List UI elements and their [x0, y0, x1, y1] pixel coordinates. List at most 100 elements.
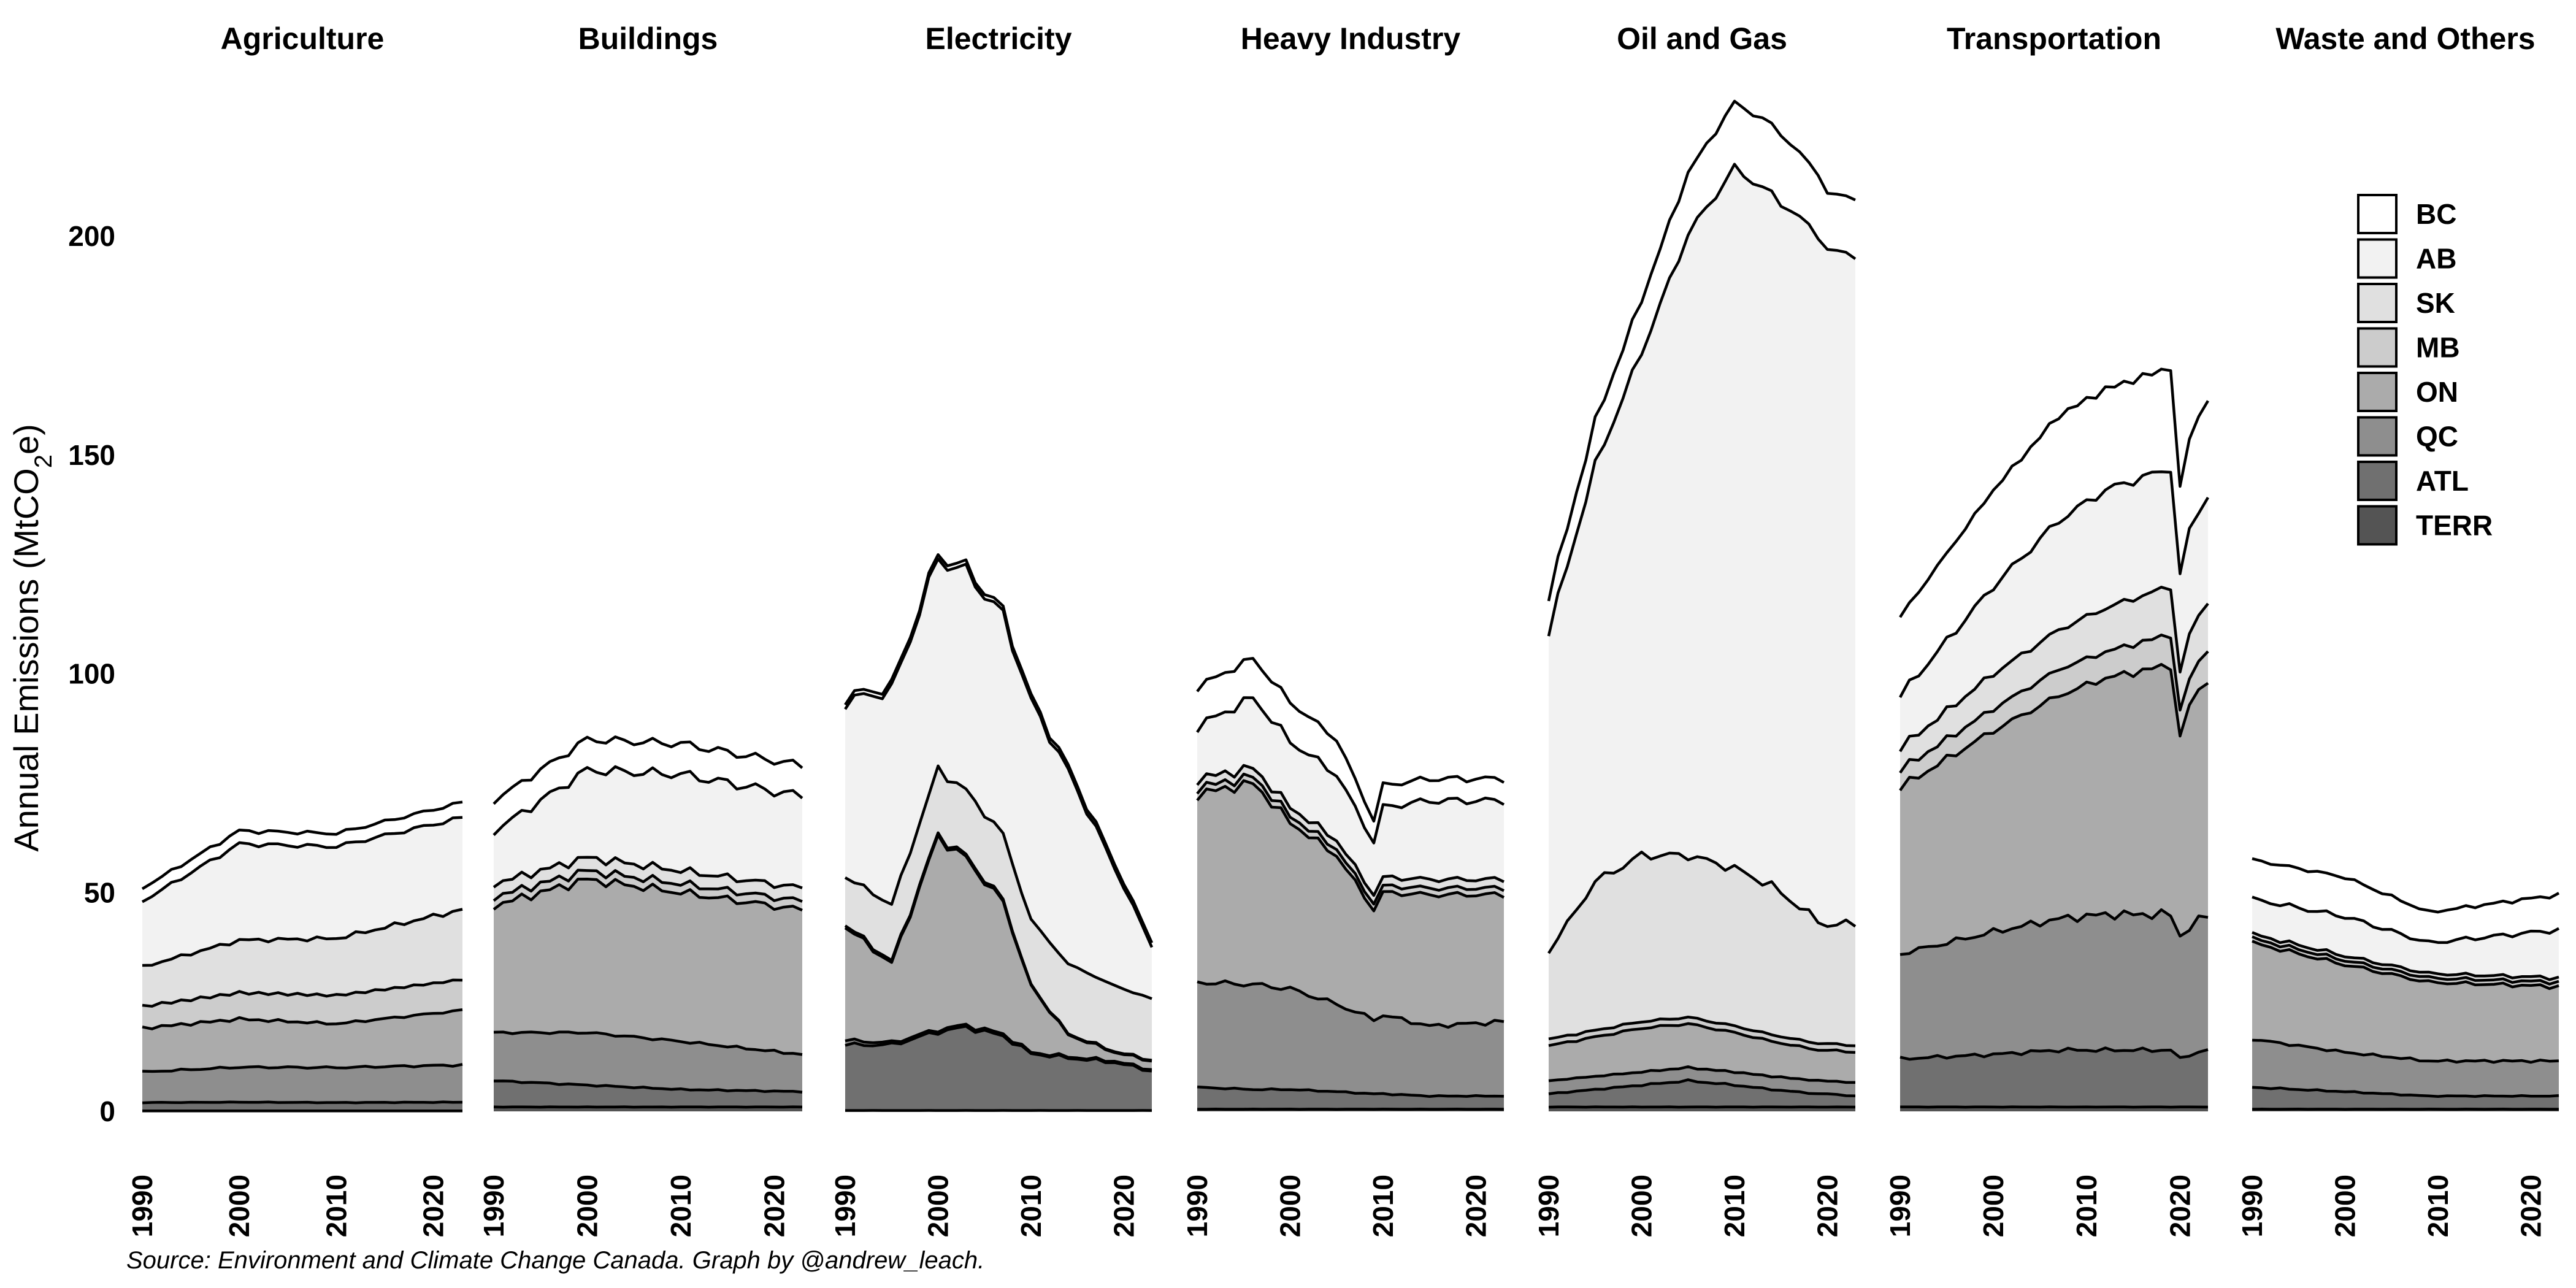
x-tick-label-1990: 1990: [126, 1175, 158, 1237]
y-tick-label-200: 200: [68, 220, 115, 252]
legend-swatch-on: [2357, 372, 2398, 412]
line-mb: [493, 868, 803, 903]
line-bc: [1196, 657, 1505, 823]
line-sk: [142, 908, 463, 967]
x-tick-label-2020: 2020: [1812, 1175, 1844, 1237]
panel-title: Oil and Gas: [1617, 21, 1787, 56]
y-axis: 0 50 100 150 200: [68, 220, 115, 1127]
x-tick-label-2020: 2020: [2515, 1175, 2547, 1237]
area-bc: [142, 802, 462, 902]
x-tick-label-2010: 2010: [320, 1175, 352, 1237]
line-ab: [141, 816, 463, 903]
line-qc: [1197, 979, 1505, 1029]
x-tick-label-2000: 2000: [922, 1175, 954, 1237]
area-ab: [494, 766, 802, 888]
x-tick-label-2020: 2020: [1108, 1175, 1140, 1237]
line-on: [1899, 662, 2209, 792]
line-atl: [493, 1079, 803, 1094]
panel-title: Buildings: [578, 21, 718, 56]
legend-swatch-atl: [2357, 461, 2398, 501]
line-bc: [1899, 367, 2209, 618]
line-ab: [1196, 696, 1505, 845]
x-tick-label-2000: 2000: [1977, 1175, 2009, 1237]
line-on: [493, 877, 803, 912]
x-tick-label-2010: 2010: [665, 1175, 697, 1237]
line-terr: [1548, 1105, 1856, 1109]
area-atl: [2252, 1087, 2559, 1110]
x-tick-label-2020: 2020: [758, 1175, 790, 1237]
x-tick-label-1990: 1990: [1181, 1175, 1213, 1237]
source-note: Source: Environment and Climate Change C…: [126, 1247, 984, 1274]
panel-agriculture: Agriculture 1990 2000 2010 2020: [126, 21, 463, 1237]
area-sk: [845, 765, 1152, 1060]
line-ab: [1899, 470, 2209, 699]
line-sk: [2252, 931, 2559, 981]
line-bc: [2252, 857, 2560, 914]
line-mb: [1548, 1015, 1856, 1048]
legend-label-bc: BC: [2416, 198, 2456, 230]
x-tick-label-1990: 1990: [1533, 1175, 1565, 1237]
line-mb: [1899, 634, 2209, 774]
line-mb: [1196, 772, 1505, 906]
area-ab: [1900, 472, 2208, 752]
x-tick-label-2000: 2000: [1626, 1175, 1658, 1237]
x-tick-label-2000: 2000: [223, 1175, 255, 1237]
area-bc: [494, 737, 802, 835]
y-axis-label: Annual Emissions (MtCO2e): [7, 424, 57, 852]
legend-label-qc: QC: [2416, 421, 2458, 453]
panel-waste-and-others: Waste and Others 1990 2000 2010 2020: [2236, 21, 2560, 1237]
line-ab: [844, 557, 1154, 948]
area-atl: [142, 1102, 462, 1111]
legend-label-atl: ATL: [2416, 465, 2469, 497]
line-on: [1548, 1022, 1856, 1054]
area-sk: [1900, 587, 2208, 773]
line-qc: [845, 1022, 1152, 1071]
area-on: [2252, 941, 2559, 1063]
area-qc: [1197, 981, 1504, 1097]
x-tick-label-2000: 2000: [571, 1175, 603, 1237]
panel-buildings: Buildings 1990 2000 2010 2020: [478, 21, 803, 1237]
legend: BC AB SK MB ON QC ATL TERR: [2357, 194, 2493, 546]
panel-title: Transportation: [1947, 21, 2161, 56]
line-sk: [493, 856, 803, 889]
area-on: [1197, 780, 1504, 1027]
line-atl: [1197, 1085, 1505, 1098]
area-atl: [1197, 1087, 1504, 1110]
line-on: [142, 1008, 463, 1030]
x-tick-label-2000: 2000: [1275, 1175, 1306, 1237]
line-terr: [1900, 1105, 2209, 1109]
line-qc: [2252, 1038, 2559, 1064]
area-qc: [1900, 910, 2208, 1060]
x-tick-label-2020: 2020: [1460, 1175, 1492, 1237]
line-terr: [493, 1105, 803, 1109]
y-tick-label-0: 0: [99, 1095, 115, 1127]
area-qc: [2252, 1040, 2559, 1097]
x-tick-label-1990: 1990: [2236, 1175, 2268, 1237]
line-sk: [1547, 850, 1857, 954]
line-sk: [1899, 586, 2209, 753]
line-ab: [2252, 895, 2560, 944]
legend-swatch-mb: [2357, 327, 2398, 368]
area-ab: [1197, 697, 1504, 895]
legend-swatch-qc: [2357, 416, 2398, 457]
area-mb: [142, 979, 462, 1029]
area-bc: [1900, 369, 2208, 697]
legend-swatch-terr: [2357, 505, 2398, 546]
x-tick-label-1990: 1990: [829, 1175, 861, 1237]
line-atl: [142, 1100, 463, 1105]
line-bc: [844, 553, 1154, 944]
legend-swatch-sk: [2357, 283, 2398, 323]
x-tick-label-2010: 2010: [2422, 1175, 2454, 1237]
area-on: [142, 1010, 462, 1071]
y-tick-label-100: 100: [68, 658, 115, 690]
panel-electricity: Electricity 1990 2000 2010 2020: [829, 21, 1154, 1237]
panel-title: Heavy Industry: [1241, 21, 1461, 56]
line-bc: [493, 735, 803, 805]
panel-title: Electricity: [925, 21, 1071, 56]
area-mb: [2252, 937, 2559, 989]
x-tick-label-2010: 2010: [1367, 1175, 1399, 1237]
panel-transportation: Transportation 1990 2000 2010 2020: [1884, 21, 2209, 1237]
x-tick-label-2010: 2010: [2071, 1175, 2103, 1237]
legend-label-mb: MB: [2416, 332, 2460, 364]
panel-heavy-industry: Heavy Industry 1990 2000 2010 2020: [1181, 21, 1505, 1237]
